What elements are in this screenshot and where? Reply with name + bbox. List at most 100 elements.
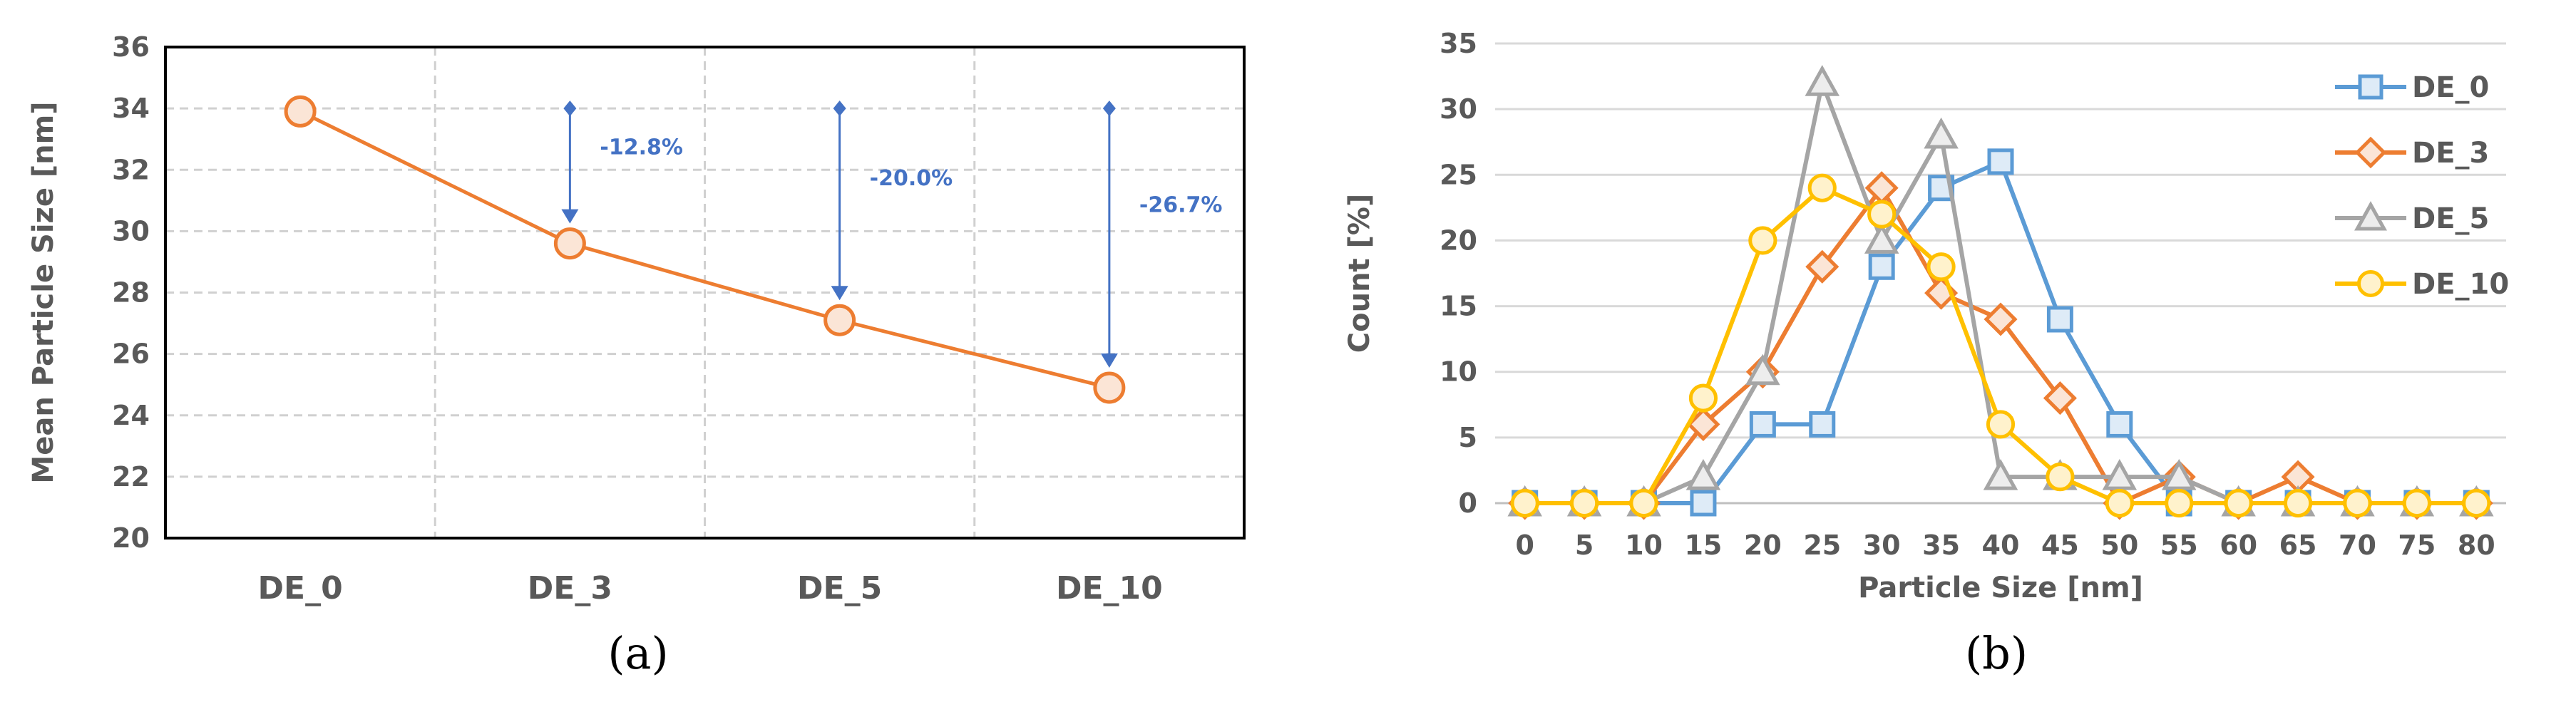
x-tick-label: 0 xyxy=(1515,530,1534,561)
series-line-de-5 xyxy=(1524,81,2477,505)
y-tick-label: 30 xyxy=(1440,93,1477,125)
data-point-de-5 xyxy=(1983,458,2018,490)
caption-b: (b) xyxy=(1965,627,2028,679)
y-tick-label: 34 xyxy=(112,93,150,124)
data-point-de-10 xyxy=(2343,488,2372,518)
series-line xyxy=(299,110,1110,390)
chart-b: 0 5 10 15 20 25 30 35 0 5 10 15 20 25 30 35 40 45 50 55 60 65… xyxy=(1343,28,2509,604)
y-tick-label: 25 xyxy=(1440,159,1477,190)
data-point-de-10 xyxy=(2283,488,2313,518)
data-point-de-5 xyxy=(1745,353,1780,386)
legend-label: DE_0 xyxy=(2412,71,2489,104)
x-tick-label: 25 xyxy=(1803,530,1841,561)
y-axis-label: Count [%] xyxy=(1343,194,1376,353)
data-point-de-5 xyxy=(2161,458,2197,490)
y-tick-label: 22 xyxy=(112,461,150,492)
data-point-de-3 xyxy=(2043,381,2077,415)
y-tick-label: 15 xyxy=(1440,291,1477,322)
x-axis-label: Particle Size [nm] xyxy=(1858,572,2143,604)
data-point-de-0 xyxy=(2046,306,2073,333)
annotation-arrowhead xyxy=(561,209,579,224)
data-point-de-10 xyxy=(2165,488,2194,518)
data-point-de-3 xyxy=(1984,302,2018,336)
x-tick-label: 15 xyxy=(1684,530,1722,561)
legend-label: DE_5 xyxy=(2412,202,2489,235)
x-category-label: DE_0 xyxy=(258,570,343,606)
data-point-de-10 xyxy=(1807,173,1837,202)
data-point-de-10 xyxy=(2105,488,2134,518)
data-point-de-10 xyxy=(1510,488,1539,518)
y-tick-label: 20 xyxy=(1440,224,1477,256)
y-tick-label: 30 xyxy=(112,215,150,247)
y-axis-label: Mean Particle Size [nm] xyxy=(27,101,60,483)
annotation-label: -20.0% xyxy=(870,166,953,191)
annotation-label: -12.8% xyxy=(600,135,683,160)
x-tick-label: 5 xyxy=(1575,530,1594,561)
x-tick-label: 20 xyxy=(1744,530,1782,561)
data-point-de-10 xyxy=(2046,463,2075,492)
data-point-de-5 xyxy=(1805,65,1840,96)
data-point-de-5 xyxy=(1864,222,1899,254)
x-tick-label: 70 xyxy=(2339,530,2376,561)
plot-frame xyxy=(164,46,1246,540)
legend-marker xyxy=(2354,136,2387,169)
data-point-de-5 xyxy=(1924,117,1959,149)
data-point xyxy=(823,304,856,336)
y-tick-label: 36 xyxy=(112,31,150,63)
x-tick-label: 10 xyxy=(1625,530,1663,561)
y-tick-label: 28 xyxy=(112,277,150,309)
data-point-de-10 xyxy=(1867,200,1897,229)
legend-marker xyxy=(2354,201,2387,231)
series-line-de-3 xyxy=(1524,185,2477,505)
x-tick-label: 80 xyxy=(2458,530,2495,561)
data-point-de-0 xyxy=(1690,490,1717,517)
legend-marker xyxy=(2357,270,2384,297)
data-point-de-3 xyxy=(1805,249,1839,284)
legend-marker xyxy=(2358,74,2383,100)
data-point xyxy=(553,227,586,260)
data-point xyxy=(284,95,317,128)
data-point-de-5 xyxy=(2102,458,2138,490)
y-tick-label: 10 xyxy=(1440,356,1477,388)
y-tick-label: 5 xyxy=(1459,422,1477,453)
x-tick-label: 30 xyxy=(1863,530,1901,561)
data-point-de-0 xyxy=(1868,253,1895,280)
data-point-de-10 xyxy=(1570,488,1599,518)
data-point-de-10 xyxy=(1748,226,1777,255)
data-point-de-0 xyxy=(2106,411,2133,438)
data-point-de-5 xyxy=(1685,458,1721,490)
x-tick-label: 60 xyxy=(2220,530,2257,561)
x-tick-label: 65 xyxy=(2279,530,2317,561)
data-point-de-10 xyxy=(1629,488,1658,518)
annotation-arrowhead xyxy=(1100,353,1118,368)
series-line-de-10 xyxy=(1524,185,2477,505)
data-point-de-10 xyxy=(1926,252,1956,282)
x-tick-label: 35 xyxy=(1922,530,1960,561)
y-tick-label: 26 xyxy=(112,339,150,370)
caption-a: (a) xyxy=(607,627,668,679)
data-point-de-0 xyxy=(1987,148,2014,175)
data-point-de-10 xyxy=(2402,488,2431,518)
x-tick-label: 40 xyxy=(1982,530,2020,561)
data-point-de-10 xyxy=(1688,383,1718,413)
data-point xyxy=(1093,371,1126,404)
x-tick-label: 75 xyxy=(2398,530,2436,561)
data-point-de-0 xyxy=(1809,411,1836,438)
chart-a: 20 22 24 26 28 30 32 34 36 DE_0 DE_3 DE_5 DE_10 Mean … xyxy=(27,31,1246,606)
x-tick-label: 55 xyxy=(2160,530,2198,561)
annotation-label: -26.7% xyxy=(1139,193,1223,218)
x-category-label: DE_5 xyxy=(797,570,882,606)
legend-label: DE_10 xyxy=(2412,268,2509,301)
y-tick-label: 24 xyxy=(112,400,150,431)
x-category-label: DE_10 xyxy=(1056,570,1163,606)
annotation-arrowhead xyxy=(831,286,848,301)
data-point-de-3 xyxy=(1686,407,1720,441)
data-point-de-10 xyxy=(1986,410,2016,439)
data-point-de-10 xyxy=(2462,488,2491,518)
y-tick-label: 35 xyxy=(1440,28,1477,59)
data-point-de-0 xyxy=(1749,411,1776,438)
y-tick-label: 32 xyxy=(112,154,150,185)
x-tick-label: 50 xyxy=(2100,530,2138,561)
y-tick-label: 0 xyxy=(1459,487,1477,519)
